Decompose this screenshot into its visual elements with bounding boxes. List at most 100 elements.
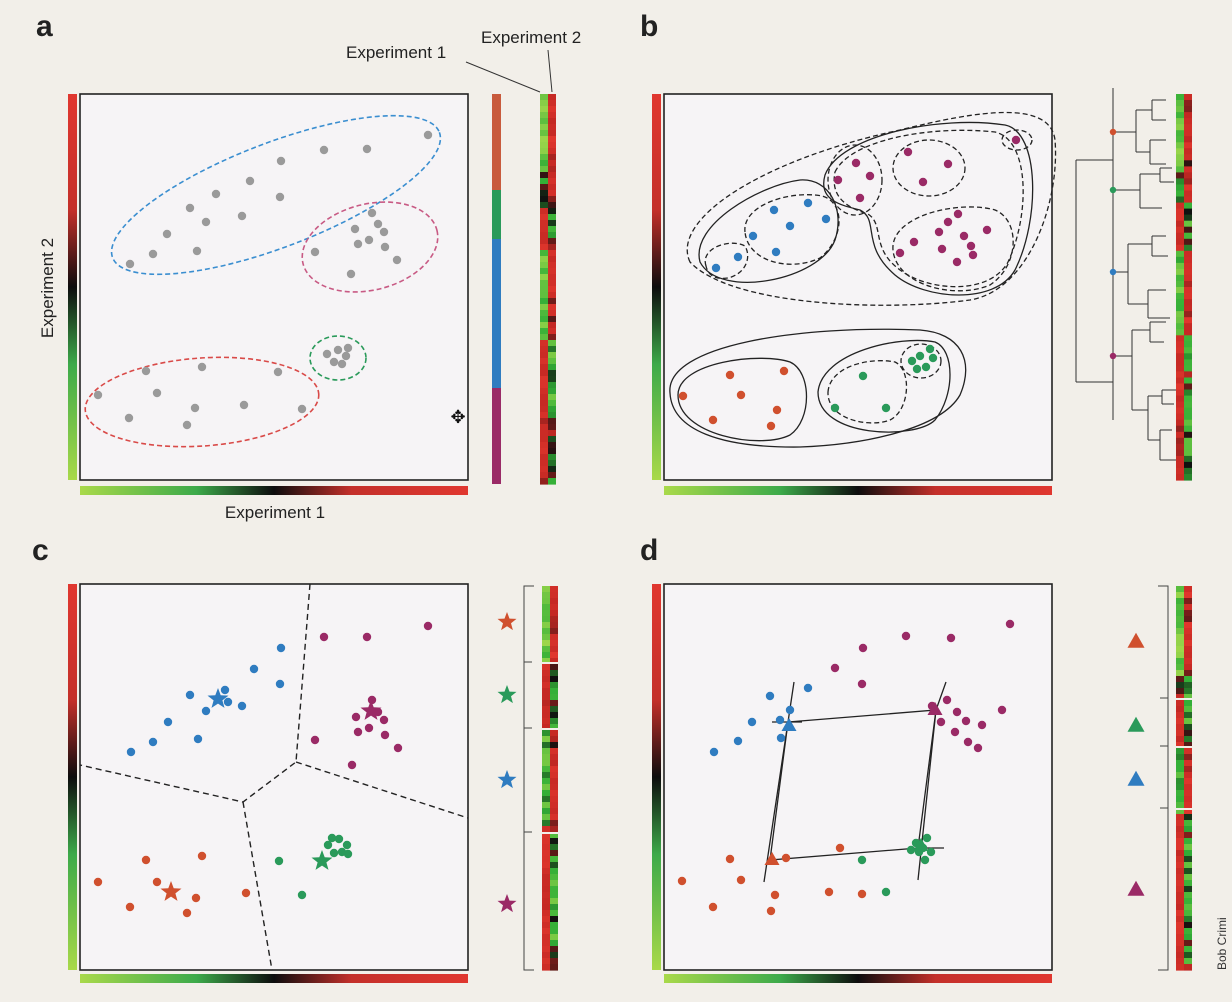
data-point [824, 887, 834, 897]
heatmap-cell [542, 628, 550, 635]
data-point [997, 705, 1007, 715]
heatmap-cell [550, 700, 558, 707]
data-point [922, 833, 932, 843]
heatmap-cell [1176, 760, 1184, 767]
heatmap-cell [1184, 826, 1192, 833]
heatmap-cell [548, 466, 556, 473]
data-point [141, 366, 151, 376]
heatmap-cell [542, 748, 550, 755]
data-point [920, 855, 930, 865]
heatmap-cell [1176, 868, 1184, 875]
heatmap-cell [1176, 395, 1184, 403]
heatmap-cell [548, 226, 556, 233]
heatmap-cell [1184, 706, 1192, 713]
dendrogram-node-magenta [1109, 352, 1117, 360]
axis-bars [68, 94, 1052, 983]
heatmap-cell [550, 892, 558, 899]
centroid-stars-c [160, 688, 382, 901]
heatmap-cell [1184, 748, 1192, 755]
heatmap-cell [542, 658, 550, 665]
heatmap-cell [550, 790, 558, 797]
heatmap-cell [550, 694, 558, 701]
heatmap-cell [1184, 640, 1192, 647]
data-point [881, 887, 891, 897]
heatmap-cell [1184, 886, 1192, 893]
heatmap-cell [1176, 226, 1184, 234]
heatmap-cell [548, 424, 556, 431]
heatmap-cell [1184, 898, 1192, 905]
heatmap-cell [542, 724, 550, 731]
dendrogram-b [1075, 88, 1176, 461]
heatmap-cell [542, 808, 550, 815]
heatmap-cell [540, 220, 548, 227]
centroid-star-magenta [360, 700, 382, 720]
heatmap-cell [1176, 934, 1184, 941]
heatmap-cell [540, 208, 548, 215]
heatmap-cell [1184, 112, 1192, 119]
heatmap-cell [550, 820, 558, 827]
heatmap-cell [540, 250, 548, 257]
data-point [915, 351, 925, 361]
heatmap-cell [550, 778, 558, 785]
data-point [193, 734, 203, 744]
artist-credit: Bob Crimi [1215, 917, 1229, 970]
heatmap-cell [1176, 305, 1184, 312]
heatmap-cell [1176, 274, 1184, 282]
heatmap-cell [540, 202, 548, 209]
heatmap-cell [1176, 586, 1184, 593]
heatmap-cell [540, 334, 548, 341]
heatmap-cell [1176, 443, 1184, 451]
heatmap-cell [1184, 371, 1192, 378]
data-point [275, 192, 285, 202]
centroid-star-blue [207, 688, 229, 708]
heatmap-cell [1176, 694, 1184, 701]
heatmap-cell [540, 196, 548, 203]
heatmap-cell [542, 850, 550, 857]
heatmap-cell [550, 634, 558, 641]
data-point [937, 244, 947, 254]
heatmap-cell [550, 754, 558, 761]
heatmap-cell [1176, 922, 1184, 929]
heatmap-cell [1176, 220, 1184, 228]
heatmap-cell [1184, 214, 1192, 222]
heatmap-cell [1184, 232, 1192, 240]
heatmap-cell [1176, 112, 1184, 119]
data-point [709, 747, 719, 757]
heatmap-cell [540, 142, 548, 149]
heatmap-cell [540, 448, 548, 455]
heatmap-cell [542, 952, 550, 959]
data-point [748, 231, 758, 241]
heatmap-cell [548, 364, 556, 371]
data-point [1005, 619, 1015, 629]
heatmap-cell [1184, 365, 1192, 372]
heatmap-cell [540, 346, 548, 353]
heatmap-cell [542, 958, 550, 965]
heatmap-cell [542, 886, 550, 893]
heatmap-cell [540, 94, 548, 101]
heatmap-cell [542, 892, 550, 899]
heatmap-cell [1184, 730, 1192, 737]
heatmap-cell [550, 736, 558, 743]
heatmap-cell [1184, 293, 1192, 300]
heatmap-cell [548, 370, 556, 377]
heatmap-cell [542, 754, 550, 761]
data-point [367, 208, 377, 218]
heatmap-cell [548, 352, 556, 359]
heatmap-cell [540, 148, 548, 155]
heatmap-cell [1184, 401, 1192, 409]
heatmap-cell [1176, 640, 1184, 647]
heatmap-cell [542, 838, 550, 845]
data-point [895, 248, 905, 258]
data-point [953, 209, 963, 219]
heatmap-cell [1184, 238, 1192, 246]
data-point [343, 343, 353, 353]
x-axis-label: Experiment 1 [225, 503, 325, 522]
data-point [380, 730, 390, 740]
heatmap-cell [542, 814, 550, 821]
heatmap-cell [548, 472, 556, 479]
heatmap-cell [548, 268, 556, 275]
heatmap-cell [550, 940, 558, 947]
y-scale-bar-b [652, 94, 661, 480]
heatmap-cell [542, 718, 550, 725]
data-points-b [678, 135, 1021, 431]
